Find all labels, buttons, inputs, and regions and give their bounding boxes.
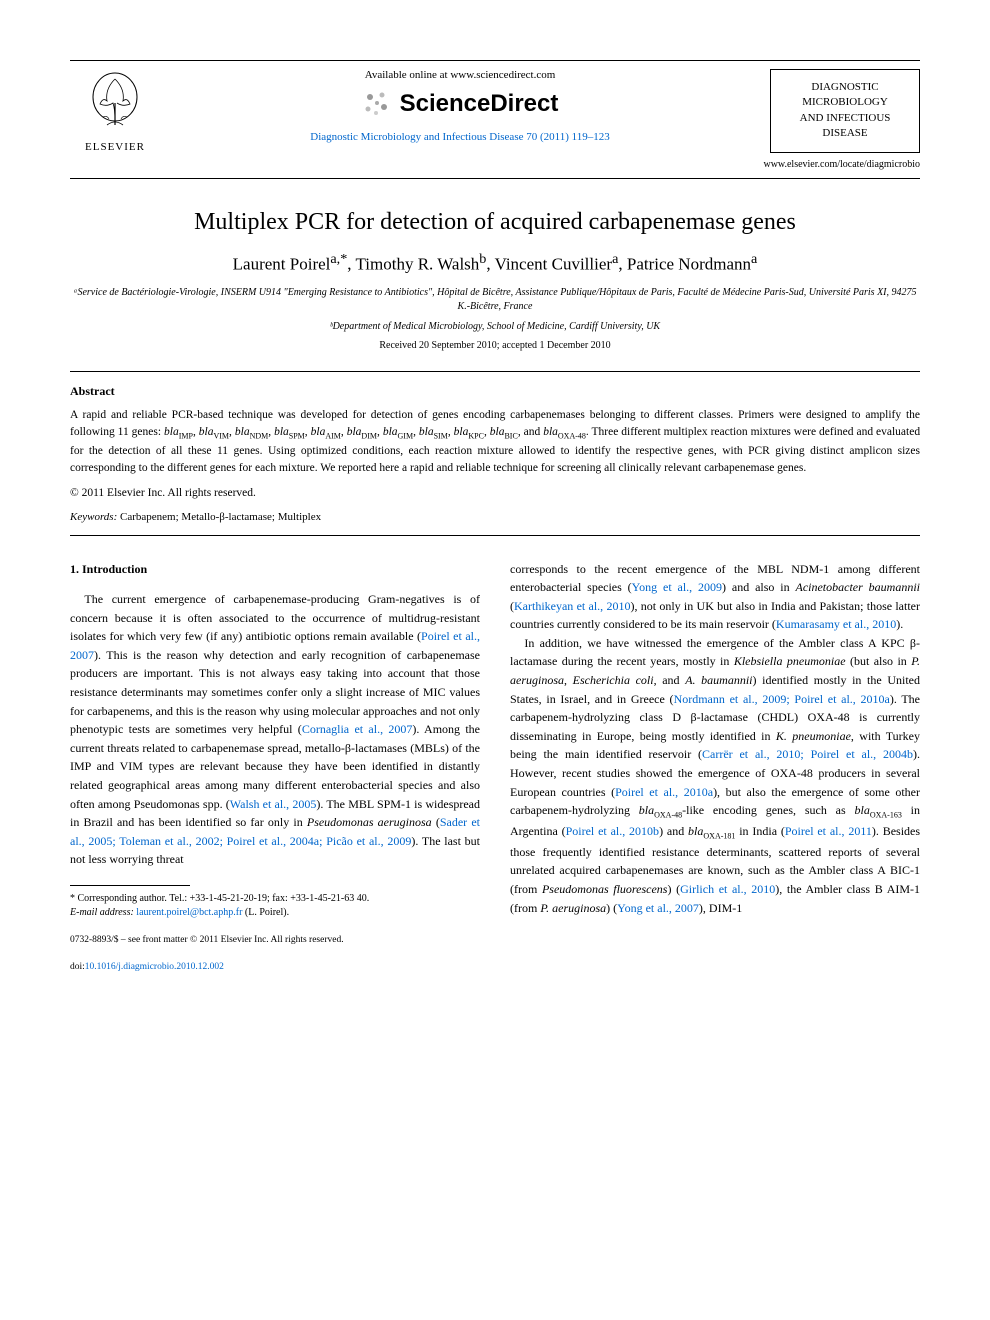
journal-title-box: DIAGNOSTIC MICROBIOLOGY AND INFECTIOUS D… [770,69,920,153]
email-footnote: E-mail address: laurent.poirel@bct.aphp.… [70,906,480,920]
right-column: corresponds to the recent emergence of t… [510,560,920,975]
email-suffix: (L. Poirel). [245,907,289,918]
journal-url: www.elsevier.com/locate/diagmicrobio [763,159,920,170]
journal-name-line: DIAGNOSTIC [779,80,911,95]
doi-prefix: doi: [70,962,85,972]
keywords-label: Keywords: [70,511,117,523]
elsevier-tree-icon [85,69,145,139]
affiliation-a: ᵃService de Bactériologie-Virologie, INS… [70,286,920,314]
keywords-line: Keywords: Carbapenem; Metallo-β-lactamas… [70,511,920,523]
article-title: Multiplex PCR for detection of acquired … [70,209,920,236]
doi-line: doi:10.1016/j.diagmicrobio.2010.12.002 [70,961,480,974]
elsevier-logo: ELSEVIER [70,69,160,153]
center-header: Available online at www.sciencedirect.co… [160,69,760,143]
journal-name-line: DISEASE [779,126,911,141]
received-accepted-dates: Received 20 September 2010; accepted 1 D… [70,340,920,351]
elsevier-label: ELSEVIER [85,141,145,153]
intro-paragraph-1: The current emergence of carbapenemase-p… [70,590,480,869]
available-online-text: Available online at www.sciencedirect.co… [180,69,740,81]
journal-header: ELSEVIER Available online at www.science… [70,60,920,179]
affiliation-b: ᵇDepartment of Medical Microbiology, Sch… [70,320,920,334]
left-column: 1. Introduction The current emergence of… [70,560,480,975]
sciencedirect-icon [362,89,392,119]
doi-link[interactable]: 10.1016/j.diagmicrobio.2010.12.002 [85,962,224,972]
body-columns: 1. Introduction The current emergence of… [70,560,920,975]
abstract-body: A rapid and reliable PCR-based technique… [70,407,920,477]
issn-copyright: 0732-8893/$ – see front matter © 2011 El… [70,934,480,947]
journal-name-line: MICROBIOLOGY [779,95,911,110]
abstract-heading: Abstract [70,384,920,399]
footnote-separator [70,885,190,886]
sciencedirect-logo: ScienceDirect [180,89,740,119]
email-link[interactable]: laurent.poirel@bct.aphp.fr [136,907,242,918]
sciencedirect-text: ScienceDirect [400,90,559,118]
corresponding-author-footnote: * Corresponding author. Tel.: +33-1-45-2… [70,892,480,906]
abstract-copyright: © 2011 Elsevier Inc. All rights reserved… [70,485,920,502]
email-label: E-mail address: [70,907,134,918]
right-header: DIAGNOSTIC MICROBIOLOGY AND INFECTIOUS D… [760,69,920,170]
divider [70,371,920,372]
keywords-text: Carbapenem; Metallo-β-lactamase; Multipl… [120,511,321,523]
journal-citation[interactable]: Diagnostic Microbiology and Infectious D… [180,131,740,143]
divider [70,535,920,536]
journal-name-line: AND INFECTIOUS [779,111,911,126]
authors-line: Laurent Poirela,*, Timothy R. Walshb, Vi… [70,251,920,275]
intro-paragraph-2: In addition, we have witnessed the emerg… [510,634,920,917]
intro-paragraph-1-cont: corresponds to the recent emergence of t… [510,560,920,634]
section-1-heading: 1. Introduction [70,560,480,579]
